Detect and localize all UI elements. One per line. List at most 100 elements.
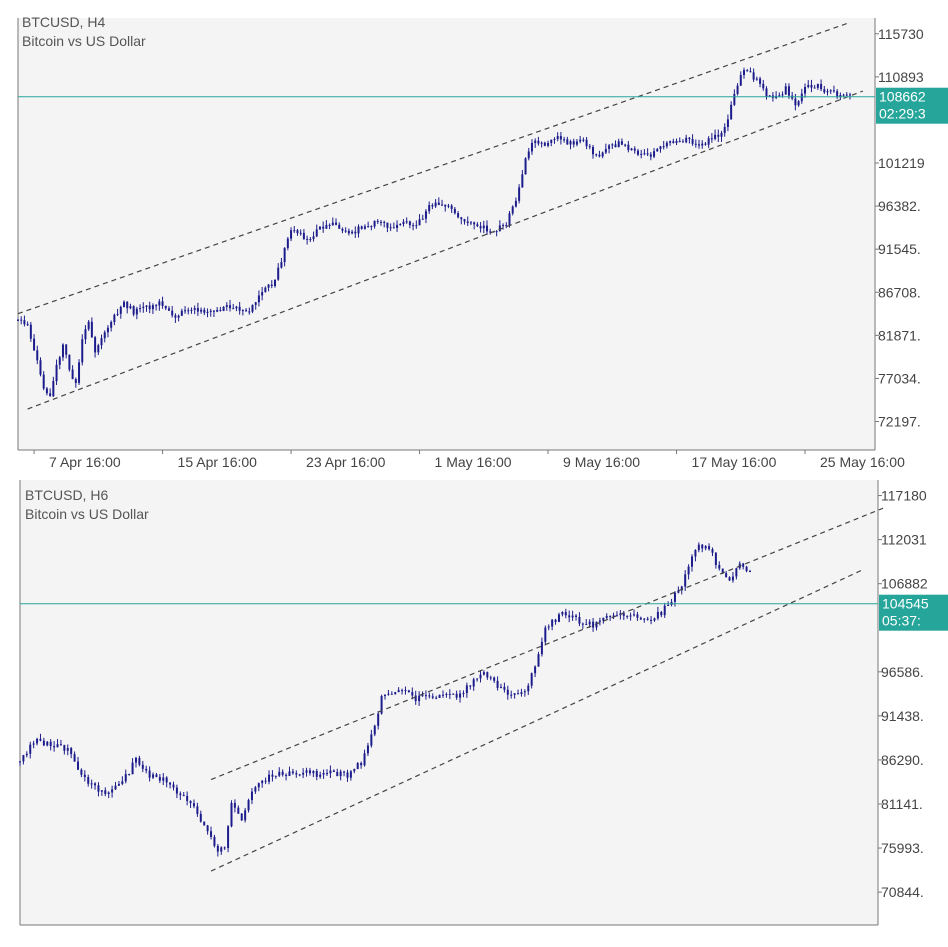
candle — [816, 83, 819, 90]
candle — [517, 689, 520, 695]
candle-body — [717, 134, 720, 137]
candle-body — [273, 279, 276, 286]
candle — [326, 769, 329, 777]
candle-body — [575, 615, 578, 617]
candle — [206, 824, 209, 835]
candle — [836, 89, 839, 99]
candle — [97, 343, 100, 356]
candle — [290, 227, 293, 242]
chart-h4-canvas[interactable]: 115730 110893 101219 96382. 91545. 86708. 8187… — [0, 0, 948, 470]
candle — [196, 302, 199, 316]
chart-panel-h6[interactable]: 117180 112031 106882 96586. 91438. 86290. 8114… — [0, 480, 948, 947]
candle-body — [428, 205, 431, 212]
candle-body — [247, 800, 250, 811]
candle-body — [267, 284, 270, 288]
candle — [524, 157, 527, 175]
chart-h4-symbol: BTCUSD, H4 — [22, 14, 106, 30]
candle-body — [421, 695, 424, 697]
candle-body — [103, 332, 106, 339]
candle — [479, 222, 482, 233]
candle — [341, 227, 344, 234]
candle — [476, 222, 479, 228]
candle — [247, 798, 250, 813]
candle — [455, 690, 458, 700]
candle-body — [322, 226, 325, 229]
candle-body — [804, 86, 807, 94]
candle — [762, 79, 765, 91]
candle — [527, 147, 530, 161]
candle-body — [335, 222, 338, 225]
candle-body — [32, 743, 35, 745]
candle — [162, 773, 165, 786]
candle-body — [453, 208, 456, 214]
candle — [331, 217, 334, 226]
candle — [305, 767, 308, 777]
candle-body — [78, 362, 81, 383]
candle — [510, 690, 513, 699]
candle-body — [134, 757, 137, 763]
candle — [595, 153, 598, 157]
candle — [450, 204, 453, 213]
candle-body — [229, 305, 232, 309]
candle-body — [291, 771, 294, 774]
candle — [68, 354, 71, 372]
candle — [52, 376, 55, 397]
candle — [104, 787, 107, 797]
candle-body — [148, 305, 151, 310]
candle-body — [119, 306, 122, 314]
candle — [633, 146, 636, 154]
candle — [845, 92, 848, 97]
candle — [730, 101, 733, 120]
candle — [237, 805, 240, 814]
candle — [759, 76, 762, 88]
candle-body — [278, 771, 281, 776]
candle — [17, 318, 19, 322]
candle — [572, 138, 575, 148]
candle — [241, 309, 244, 316]
candle — [601, 151, 604, 159]
candle — [119, 305, 122, 319]
candle — [216, 307, 219, 313]
candle-body — [97, 345, 100, 353]
candle-body — [376, 220, 379, 222]
candle — [636, 148, 639, 157]
candle-body — [97, 785, 100, 792]
candle — [20, 316, 23, 325]
candle — [482, 220, 485, 234]
candle — [90, 317, 93, 338]
candle — [277, 263, 280, 281]
candle — [46, 740, 49, 747]
candle-body — [155, 305, 158, 307]
candle-body — [341, 228, 344, 231]
candle — [33, 334, 36, 351]
candle — [592, 617, 595, 632]
candle-body — [608, 145, 611, 149]
candle — [677, 586, 680, 594]
candle — [129, 303, 132, 310]
chart-panel-h4[interactable]: 115730 110893 101219 96382. 91545. 86708. 8187… — [0, 0, 948, 470]
candle — [100, 790, 103, 796]
candle — [213, 834, 216, 848]
candle — [291, 768, 294, 775]
candle-body — [114, 785, 117, 790]
candle-body — [203, 309, 206, 313]
y-tick-label: 115730 — [878, 26, 924, 42]
candle-body — [479, 674, 482, 679]
candle — [288, 766, 291, 777]
candle-body — [704, 143, 707, 145]
candle-body — [595, 154, 598, 156]
candle-body — [63, 745, 66, 751]
candle — [472, 677, 475, 691]
candle — [94, 335, 97, 358]
candle-body — [550, 139, 553, 143]
candle-body — [19, 761, 21, 763]
candle — [726, 114, 729, 132]
plot-area — [20, 480, 878, 925]
candle-body — [707, 138, 710, 145]
candle-body — [305, 770, 308, 773]
candle-body — [463, 219, 466, 222]
candle — [203, 307, 206, 316]
chart-h6-canvas[interactable]: 117180 112031 106882 96586. 91438. 86290. 8114… — [0, 480, 948, 947]
candle-body — [486, 672, 489, 678]
candle-body — [424, 695, 427, 697]
